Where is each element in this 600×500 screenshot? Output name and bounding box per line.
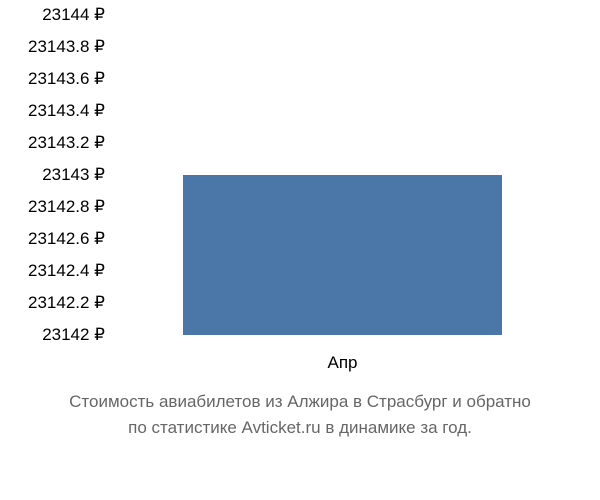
y-tick: 23143.8 ₽	[28, 37, 105, 57]
y-tick: 23142.2 ₽	[28, 293, 105, 313]
chart-container: 23144 ₽ 23143.8 ₽ 23143.6 ₽ 23143.4 ₽ 23…	[0, 0, 600, 500]
chart-caption: Стоимость авиабилетов из Алжира в Страсб…	[0, 389, 600, 440]
y-tick: 23142 ₽	[42, 325, 105, 345]
caption-line-2: по статистике Avticket.ru в динамике за …	[0, 415, 600, 441]
y-tick: 23144 ₽	[42, 5, 105, 25]
caption-line-1: Стоимость авиабилетов из Алжира в Страсб…	[0, 389, 600, 415]
y-tick: 23143.4 ₽	[28, 101, 105, 121]
bar	[183, 175, 502, 335]
y-tick: 23142.8 ₽	[28, 197, 105, 217]
y-tick: 23142.6 ₽	[28, 229, 105, 249]
plot-area	[115, 15, 570, 335]
y-tick: 23143.2 ₽	[28, 133, 105, 153]
x-tick: Апр	[328, 353, 358, 373]
y-tick: 23142.4 ₽	[28, 261, 105, 281]
y-tick: 23143 ₽	[42, 165, 105, 185]
y-tick: 23143.6 ₽	[28, 69, 105, 89]
